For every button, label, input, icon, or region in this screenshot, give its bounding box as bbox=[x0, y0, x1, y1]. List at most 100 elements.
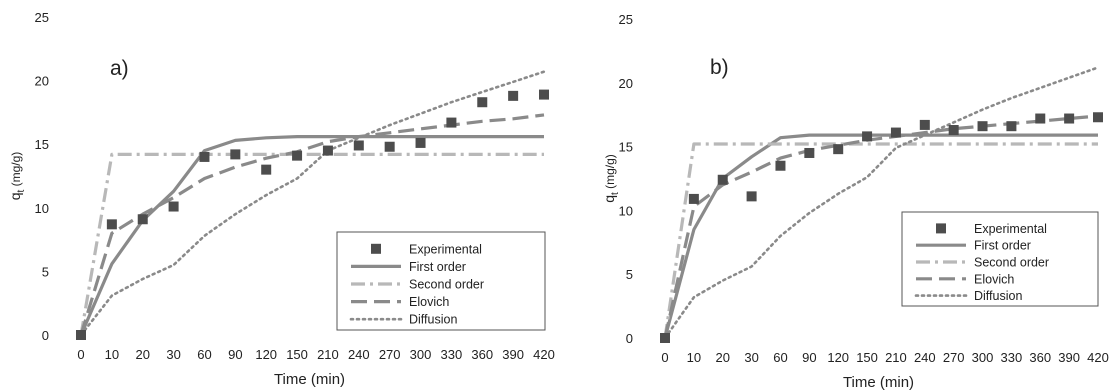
legend-label: Experimental bbox=[974, 222, 1047, 236]
data-point-experimental bbox=[261, 164, 272, 175]
x-tick-label: 240 bbox=[914, 350, 936, 365]
data-point-experimental bbox=[919, 119, 930, 130]
data-point-experimental bbox=[1093, 112, 1103, 123]
data-point-experimental bbox=[717, 174, 728, 185]
data-point-experimental bbox=[1064, 113, 1075, 124]
data-point-experimental bbox=[746, 191, 757, 202]
y-tick-label: 0 bbox=[42, 328, 49, 343]
x-tick-label: 150 bbox=[286, 347, 308, 362]
data-point-experimental bbox=[477, 97, 488, 108]
y-tick-label: 0 bbox=[626, 331, 633, 346]
y-tick-label: 10 bbox=[619, 203, 633, 218]
series-line-dashdot bbox=[79, 152, 544, 336]
x-tick-label: 20 bbox=[135, 347, 149, 362]
x-tick-label: 240 bbox=[348, 347, 370, 362]
series-line-longdash bbox=[79, 113, 545, 336]
x-tick-label: 30 bbox=[744, 350, 758, 365]
x-tick-label: 0 bbox=[661, 350, 668, 365]
x-tick-label: 330 bbox=[1001, 350, 1023, 365]
y-axis-label-main: q bbox=[7, 193, 23, 201]
series-line-solid bbox=[79, 135, 544, 336]
y-axis-label-sub: t bbox=[16, 190, 27, 193]
legend-label: Diffusion bbox=[974, 289, 1022, 303]
x-tick-label: 90 bbox=[228, 347, 242, 362]
data-point-experimental bbox=[230, 149, 241, 160]
y-tick-label: 25 bbox=[35, 10, 49, 25]
data-point-experimental bbox=[862, 131, 873, 142]
x-tick-label: 120 bbox=[255, 347, 277, 362]
data-point-experimental bbox=[384, 141, 395, 152]
series-line-dotted bbox=[663, 66, 1100, 340]
data-point-experimental bbox=[199, 151, 210, 162]
x-tick-label: 420 bbox=[533, 347, 555, 362]
legend-label: Elovich bbox=[409, 295, 449, 309]
series-line-dashdot bbox=[663, 142, 1098, 339]
legend-label: First order bbox=[409, 260, 466, 274]
data-point-experimental bbox=[137, 214, 148, 225]
x-tick-label: 270 bbox=[379, 347, 401, 362]
legend-marker-experimental bbox=[936, 223, 946, 234]
data-point-experimental bbox=[833, 144, 844, 155]
y-tick-label: 5 bbox=[42, 264, 49, 279]
series-line-solid bbox=[663, 133, 1098, 339]
x-tick-label: 330 bbox=[441, 347, 463, 362]
y-axis-label: qt (mg/g) bbox=[7, 152, 27, 201]
x-tick-label: 60 bbox=[197, 347, 211, 362]
x-tick-label: 10 bbox=[687, 350, 701, 365]
x-axis-label: Time (min) bbox=[843, 374, 914, 391]
data-point-experimental bbox=[539, 89, 549, 100]
y-tick-label: 15 bbox=[619, 140, 633, 155]
y-tick-label: 20 bbox=[35, 74, 49, 89]
y-tick-label: 15 bbox=[35, 137, 49, 152]
data-point-experimental bbox=[804, 147, 815, 158]
legend: Experimental First order Second order Elovi… bbox=[336, 231, 546, 331]
x-tick-label: 150 bbox=[856, 350, 878, 365]
x-tick-label: 420 bbox=[1087, 350, 1109, 365]
legend-box bbox=[901, 211, 1099, 307]
x-tick-label: 0 bbox=[77, 347, 84, 362]
data-point-experimental bbox=[688, 193, 699, 204]
legend-label: First order bbox=[974, 239, 1031, 253]
y-axis-label-unit: (mg/g) bbox=[603, 154, 617, 192]
x-tick-label: 360 bbox=[1029, 350, 1051, 365]
data-point-experimental bbox=[106, 219, 117, 230]
x-tick-label: 120 bbox=[827, 350, 849, 365]
legend-label: Diffusion bbox=[409, 313, 457, 327]
y-tick-label: 10 bbox=[35, 201, 49, 216]
data-point-experimental bbox=[508, 90, 519, 101]
data-point-experimental bbox=[890, 127, 901, 138]
y-axis-label-sub: t bbox=[610, 192, 621, 195]
x-tick-label: 60 bbox=[773, 350, 787, 365]
data-point-experimental bbox=[292, 150, 303, 161]
x-tick-label: 300 bbox=[410, 347, 432, 362]
legend-label: Second order bbox=[409, 278, 484, 292]
legend-label: Experimental bbox=[409, 242, 482, 256]
y-axis-label: qt (mg/g) bbox=[601, 154, 621, 203]
data-point-experimental bbox=[948, 125, 959, 136]
y-tick-label: 25 bbox=[619, 12, 633, 27]
y-tick-label: 20 bbox=[619, 76, 633, 91]
x-tick-label: 270 bbox=[943, 350, 965, 365]
x-tick-label: 300 bbox=[972, 350, 994, 365]
chart-panel-b: 0 5 10 15 20 25 0 10 20 30 60 90 120 150 210 240 270 300 3… bbox=[601, 12, 1109, 391]
data-point-experimental bbox=[353, 140, 364, 151]
legend: Experimental First order Second order Elovi… bbox=[901, 211, 1099, 307]
x-tick-label: 210 bbox=[317, 347, 339, 362]
legend-marker-experimental bbox=[371, 243, 381, 254]
x-tick-label: 90 bbox=[802, 350, 816, 365]
panel-label: a) bbox=[110, 57, 129, 80]
data-point-experimental bbox=[322, 145, 333, 156]
y-tick-label: 5 bbox=[626, 267, 633, 282]
data-point-experimental bbox=[446, 117, 457, 128]
x-tick-label: 10 bbox=[105, 347, 119, 362]
panel-label: b) bbox=[710, 56, 729, 79]
series-line-dotted bbox=[79, 70, 546, 337]
legend-label: Second order bbox=[974, 256, 1049, 270]
x-tick-label: 360 bbox=[471, 347, 493, 362]
x-tick-label: 390 bbox=[1058, 350, 1080, 365]
data-point-experimental bbox=[415, 137, 426, 148]
x-tick-label: 30 bbox=[166, 347, 180, 362]
x-tick-label: 210 bbox=[885, 350, 907, 365]
series-line-longdash bbox=[663, 114, 1099, 339]
